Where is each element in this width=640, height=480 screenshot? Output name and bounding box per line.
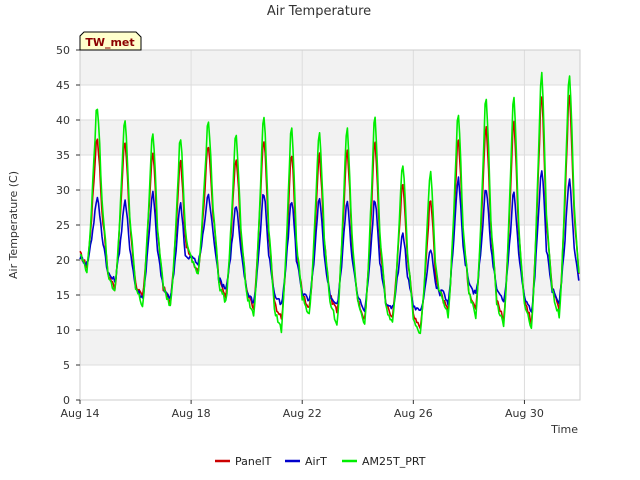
background-band [80, 155, 580, 190]
legend: PanelT AirT AM25T_PRT [215, 455, 426, 468]
x-axis-label: Time [550, 423, 578, 436]
chart-title: Air Temperature [267, 4, 371, 19]
background-bands [80, 50, 580, 400]
station-badge-label: TW_met [85, 36, 134, 49]
x-tick-label: Aug 26 [394, 407, 433, 420]
x-tick-label: Aug 30 [505, 407, 544, 420]
y-tick-label: 5 [63, 359, 70, 372]
legend-label: AM25T_PRT [362, 455, 426, 468]
series-lines [79, 71, 580, 335]
y-tick-label: 45 [56, 79, 70, 92]
y-tick-label: 40 [56, 114, 70, 127]
y-axis-label: Air Temperature (C) [7, 171, 20, 279]
y-axis-ticks: 0 5 10 15 20 25 30 35 40 45 50 [56, 44, 80, 407]
legend-label: PanelT [235, 455, 272, 468]
y-tick-label: 10 [56, 324, 70, 337]
y-tick-label: 50 [56, 44, 70, 57]
y-tick-label: 0 [63, 394, 70, 407]
series-line-am25t-prt [79, 71, 580, 335]
background-band [80, 50, 580, 85]
background-band [80, 85, 580, 120]
station-badge: TW_met [79, 31, 142, 51]
background-band [80, 190, 580, 225]
x-axis-ticks: Aug 14 Aug 18 Aug 22 Aug 26 Aug 30 [61, 400, 544, 420]
y-tick-label: 20 [56, 254, 70, 267]
y-tick-label: 15 [56, 289, 70, 302]
y-tick-label: 35 [56, 149, 70, 162]
legend-label: AirT [305, 455, 327, 468]
background-band [80, 120, 580, 155]
background-band [80, 365, 580, 400]
background-band [80, 225, 580, 260]
x-tick-label: Aug 14 [61, 407, 100, 420]
y-tick-label: 30 [56, 184, 70, 197]
background-band [80, 330, 580, 365]
y-tick-label: 25 [56, 219, 70, 232]
x-tick-label: Aug 22 [283, 407, 322, 420]
x-tick-label: Aug 18 [172, 407, 211, 420]
